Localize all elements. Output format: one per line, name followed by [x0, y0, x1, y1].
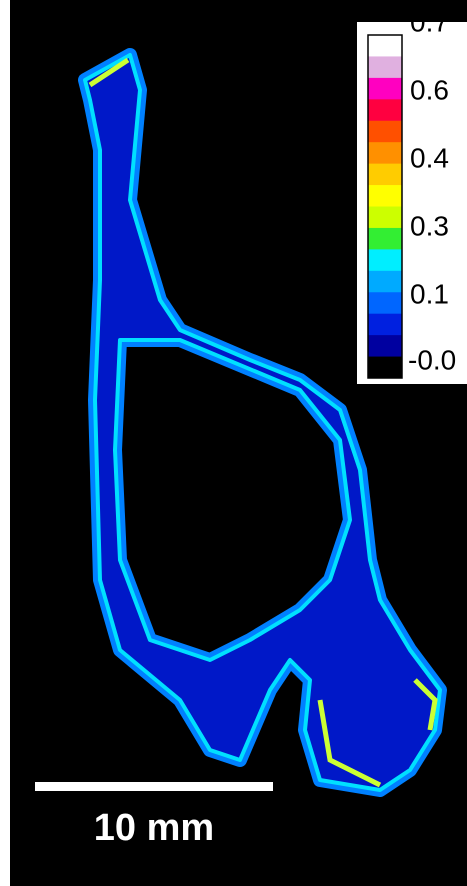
colorbar-label: 0.3: [410, 210, 449, 241]
colorbar-swatch: [368, 99, 402, 122]
colorbar-swatch: [368, 356, 402, 379]
colorbar-swatch: [368, 163, 402, 186]
colorbar-swatch: [368, 185, 402, 207]
colorbar-label: 0.4: [410, 142, 449, 173]
colorbar-swatch: [368, 270, 402, 293]
bone-map: [78, 48, 447, 797]
high-strain-edge: [88, 57, 438, 788]
bone-section: [83, 53, 442, 792]
colorbar-label: 0.6: [410, 74, 449, 105]
colorbar-label: 0.7: [410, 6, 449, 37]
colorbar-swatch: [368, 77, 402, 100]
colorbar-swatch: [368, 313, 402, 336]
colorbar-swatch: [368, 206, 402, 229]
scale-bar: [35, 782, 273, 791]
colorbar-swatch: [368, 292, 402, 315]
scale-bar-label: 10 mm: [94, 807, 214, 849]
colorbar-swatch: [368, 335, 402, 358]
colorbar-swatch: [368, 56, 402, 79]
colorbar-label: -0.0: [408, 344, 456, 375]
colorbar-swatch: [368, 142, 402, 165]
colorbar-frame: [367, 34, 403, 379]
colorbar-swatch: [368, 249, 402, 272]
colorbar-swatch: [368, 227, 402, 250]
colorbar: 0.7 0.6 0.4 0.3 0.1 -0.0: [357, 6, 467, 384]
colorbar-label: 0.1: [410, 278, 449, 309]
colorbar-swatch: [368, 35, 402, 57]
colorbar-strip: [368, 35, 402, 379]
colorbar-swatch: [368, 120, 402, 143]
